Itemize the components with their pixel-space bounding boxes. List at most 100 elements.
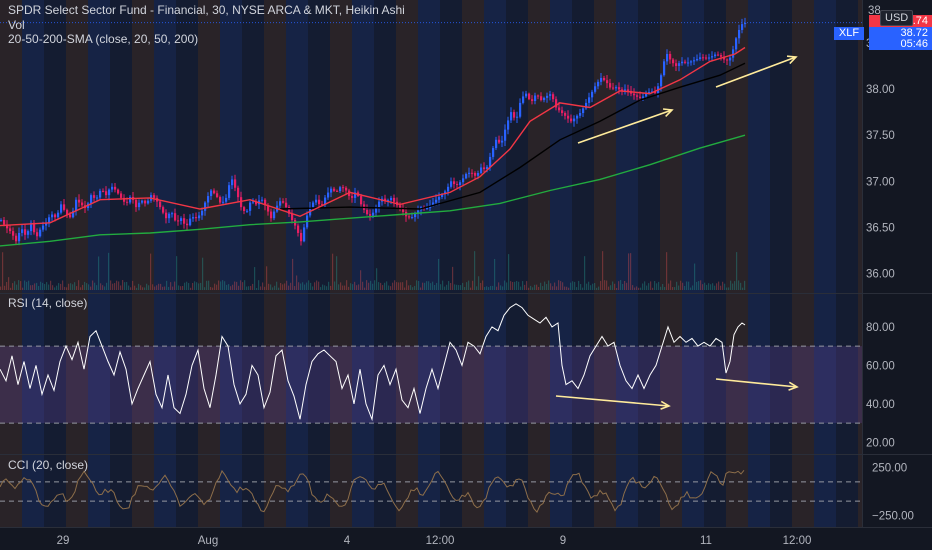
volume-bar [178, 285, 180, 290]
volume-bar [706, 284, 708, 290]
rsi-trend-arrow-shaft [715, 378, 798, 388]
volume-bar [596, 287, 598, 290]
candle-body [564, 113, 567, 116]
volume-bar [288, 285, 290, 290]
candle-body [336, 190, 339, 192]
session-band [418, 0, 440, 527]
annotation-arrows[interactable] [555, 55, 799, 410]
candle-body [270, 211, 273, 219]
time-tick-label: 4 [344, 535, 351, 547]
candle-body [210, 190, 213, 197]
currency-button[interactable]: USD [880, 10, 914, 26]
candle-body [579, 113, 582, 116]
cci-plot [0, 469, 862, 514]
candle-body [516, 116, 519, 118]
volume-bar [212, 287, 214, 290]
candle-body [702, 57, 705, 59]
candle-body [621, 89, 624, 91]
volume-bar [742, 287, 744, 290]
candle-body [231, 179, 234, 186]
volume-bar [264, 286, 266, 290]
volume-bar [518, 281, 520, 290]
volume-bar [510, 281, 512, 290]
candle-body [678, 63, 681, 66]
price-tick-label: 36.00 [866, 269, 895, 281]
session-band [154, 0, 176, 527]
candle-body [75, 199, 78, 211]
volume-bar [150, 253, 152, 290]
session-band [66, 0, 88, 527]
volume-bar [304, 284, 306, 290]
volume-bar [270, 284, 272, 290]
volume-bar [196, 282, 198, 290]
candle-body [501, 140, 504, 143]
volume-bar [184, 282, 186, 290]
volume-bar [560, 281, 562, 290]
volume-bar [62, 280, 64, 290]
candle-body [42, 225, 45, 230]
candle-body [459, 182, 462, 185]
volume-bar [106, 282, 108, 290]
candle-body [735, 38, 738, 50]
volume-bar [708, 283, 710, 290]
session-band [286, 0, 308, 527]
candle-body [543, 97, 546, 101]
volume-bar [16, 284, 18, 290]
volume-bar [576, 287, 578, 290]
candle-body [585, 102, 588, 109]
volume-bar [82, 284, 84, 290]
volume-bar [694, 263, 696, 290]
volume-bar [112, 283, 114, 290]
volume-bar [428, 281, 430, 290]
candle-body [63, 204, 66, 210]
candle-body [708, 57, 711, 59]
volume-bar [700, 280, 702, 290]
volume-bar [56, 285, 58, 290]
volume-bar [392, 282, 394, 290]
volume-bar [8, 277, 10, 290]
volume-bar [422, 282, 424, 290]
candle-body [696, 58, 699, 61]
volume-bar [434, 284, 436, 290]
chart-title: SPDR Select Sector Fund - Financial, 30,… [8, 3, 405, 17]
volume-bar [94, 282, 96, 290]
volume-bar [162, 286, 164, 290]
candle-body [171, 213, 174, 215]
candle-body [525, 93, 528, 97]
volume-bar [654, 280, 656, 290]
candle-body [189, 218, 192, 226]
candle-body [588, 97, 591, 103]
candle-body [714, 54, 717, 57]
sma200-line [0, 134, 746, 247]
volume-bar [394, 280, 396, 290]
candle-body [603, 77, 606, 81]
candle-body [447, 186, 450, 192]
candle-body [669, 53, 672, 60]
candle-body [282, 201, 285, 203]
candle-body [369, 214, 372, 216]
volume-bar [402, 282, 404, 290]
time-tick-label: 12:00 [426, 535, 455, 547]
candle-body [639, 96, 642, 98]
price-tick-label-partial: 38 [868, 5, 881, 17]
candle-body [273, 211, 276, 219]
candle-body [681, 61, 684, 64]
candle-body [192, 217, 195, 219]
volume-bar [736, 252, 738, 290]
candle-body [693, 60, 696, 62]
volume-bar [256, 287, 258, 290]
volume-bar [578, 280, 580, 290]
volume-bar [466, 282, 468, 290]
candle-body [597, 81, 600, 87]
volume-bar [192, 282, 194, 290]
candle-body [168, 213, 171, 219]
rsi-plot [0, 303, 862, 424]
volume-bar [46, 282, 48, 290]
volume-bar [90, 286, 92, 290]
session-band [462, 0, 484, 527]
candle-body [624, 89, 627, 91]
volume-bar [486, 286, 488, 290]
candle-body [576, 115, 579, 119]
volume-bar [480, 282, 482, 290]
